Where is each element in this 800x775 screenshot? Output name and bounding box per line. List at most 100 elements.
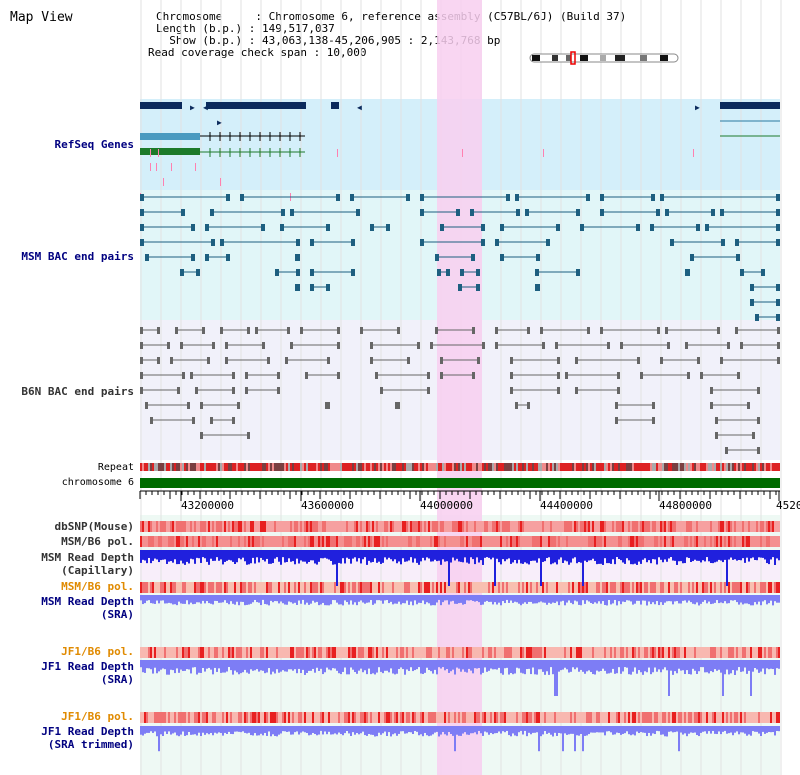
track-label-msm-bac[interactable]: MSM BAC end pairs [21,250,134,263]
read-depth-bar [288,550,290,559]
polymorphism-density-cell [330,582,332,593]
read-depth-bar [444,660,446,671]
polymorphism-density-cell [364,536,366,547]
refseq-small-feature [693,149,694,157]
read-depth-bar [544,550,546,562]
track-label-jf1-depth-trimmed-1[interactable]: JF1 Read Depth [41,725,134,738]
track-label-jf1-b6-pol-2[interactable]: JF1/B6 pol. [61,710,134,723]
track-label-msm-depth-sra-2[interactable]: (SRA) [101,608,134,621]
polymorphism-density-cell [414,536,416,547]
track-label-jf1-depth-trimmed-2[interactable]: (SRA trimmed) [48,738,134,751]
polymorphism-density-cell [520,582,522,593]
polymorphism-density-cell [358,536,360,547]
read-depth-bar [152,550,154,561]
refseq-gene-block [140,148,200,155]
polymorphism-density-cell [692,712,694,723]
track-label-msm-b6-pol-2[interactable]: MSM/B6 pol. [61,580,134,593]
polymorphism-density-cell [212,582,214,593]
polymorphism-density-cell [710,647,712,658]
polymorphism-density-cell [322,536,324,547]
polymorphism-density-cell [588,582,590,593]
polymorphism-density-cell [474,521,476,532]
read-depth-bar [596,595,598,604]
b6n-bac-end [615,402,618,409]
read-depth-bar [478,550,480,563]
read-depth-bar [758,595,760,602]
repeat-element [394,463,396,471]
read-depth-bar [250,595,252,604]
read-depth-bar [470,726,472,734]
polymorphism-density-cell [634,536,636,547]
read-depth-bar [724,550,726,560]
track-label-refseq[interactable]: RefSeq Genes [55,138,134,151]
read-depth-bar [276,550,278,558]
track-label-b6n-bac[interactable]: B6N BAC end pairs [21,385,134,398]
read-depth-bar [256,595,258,603]
read-depth-bar [498,550,500,563]
read-depth-bar [442,550,444,560]
read-depth-bar [378,660,380,668]
polymorphism-density-cell [236,521,238,532]
polymorphism-density-cell [620,536,622,547]
read-depth-bar [644,550,646,559]
polymorphism-density-cell [456,647,458,658]
track-label-jf1-depth-sra-1[interactable]: JF1 Read Depth [41,660,134,673]
track-label-repeat[interactable]: Repeat [98,462,134,473]
polymorphism-density-cell [388,647,390,658]
polymorphism-density-cell [448,582,450,593]
polymorphism-density-cell [768,521,770,532]
read-depth-bar [406,595,408,601]
repeat-element [648,463,650,471]
read-depth-bar [436,660,438,675]
read-depth-bar [364,660,366,671]
track-label-msm-depth-capillary-1[interactable]: MSM Read Depth [41,551,134,564]
polymorphism-density-cell [318,521,320,532]
polymorphism-density-cell [728,582,730,593]
polymorphism-density-cell [502,582,504,593]
polymorphism-density-cell [220,712,222,723]
ideogram-band [552,55,558,61]
read-depth-bar [192,550,194,560]
track-label-jf1-b6-pol-1[interactable]: JF1/B6 pol. [61,645,134,658]
polymorphism-density-cell [162,712,164,723]
track-label-msm-depth-sra-1[interactable]: MSM Read Depth [41,595,134,608]
polymorphism-density-cell [332,582,334,593]
read-depth-bar [176,595,178,606]
track-label-chromosome[interactable]: chromosome 6 [62,477,134,488]
repeat-element [774,463,776,471]
read-depth-bar [734,726,736,733]
read-depth-bar [688,726,690,734]
track-label-dbsnp[interactable]: dbSNP(Mouse) [55,520,134,533]
polymorphism-density-cell [258,647,260,658]
polymorphism-density-cell [670,712,672,723]
polymorphism-density-cell [332,647,334,658]
track-label-msm-b6-pol-1[interactable]: MSM/B6 pol. [61,535,134,548]
polymorphism-density-cell [512,647,514,658]
polymorphism-density-cell [408,536,410,547]
polymorphism-density-cell [148,712,150,723]
read-depth-bar [444,595,446,601]
polymorphism-density-cell [778,582,780,593]
read-depth-bar [166,595,168,604]
polymorphism-density-cell [562,536,564,547]
polymorphism-density-cell [348,582,350,593]
read-depth-bar [648,726,650,733]
b6n-bac-end [725,447,728,454]
b6n-bac-end [370,342,373,349]
polymorphism-density-cell [448,712,450,723]
read-depth-bar [742,660,744,672]
polymorphism-density-cell [288,521,290,532]
read-depth-bar [664,595,666,603]
polymorphism-density-cell [706,521,708,532]
polymorphism-density-cell [286,582,288,593]
polymorphism-density-cell [422,582,424,593]
read-depth-bar [734,660,736,675]
polymorphism-density-cell [198,582,200,593]
read-depth-bar [178,550,180,565]
track-label-msm-depth-capillary-2[interactable]: (Capillary) [61,564,134,577]
read-depth-bar [678,550,680,562]
read-depth-bar [186,726,188,736]
track-label-jf1-depth-sra-2[interactable]: (SRA) [101,673,134,686]
polymorphism-density-cell [264,647,266,658]
